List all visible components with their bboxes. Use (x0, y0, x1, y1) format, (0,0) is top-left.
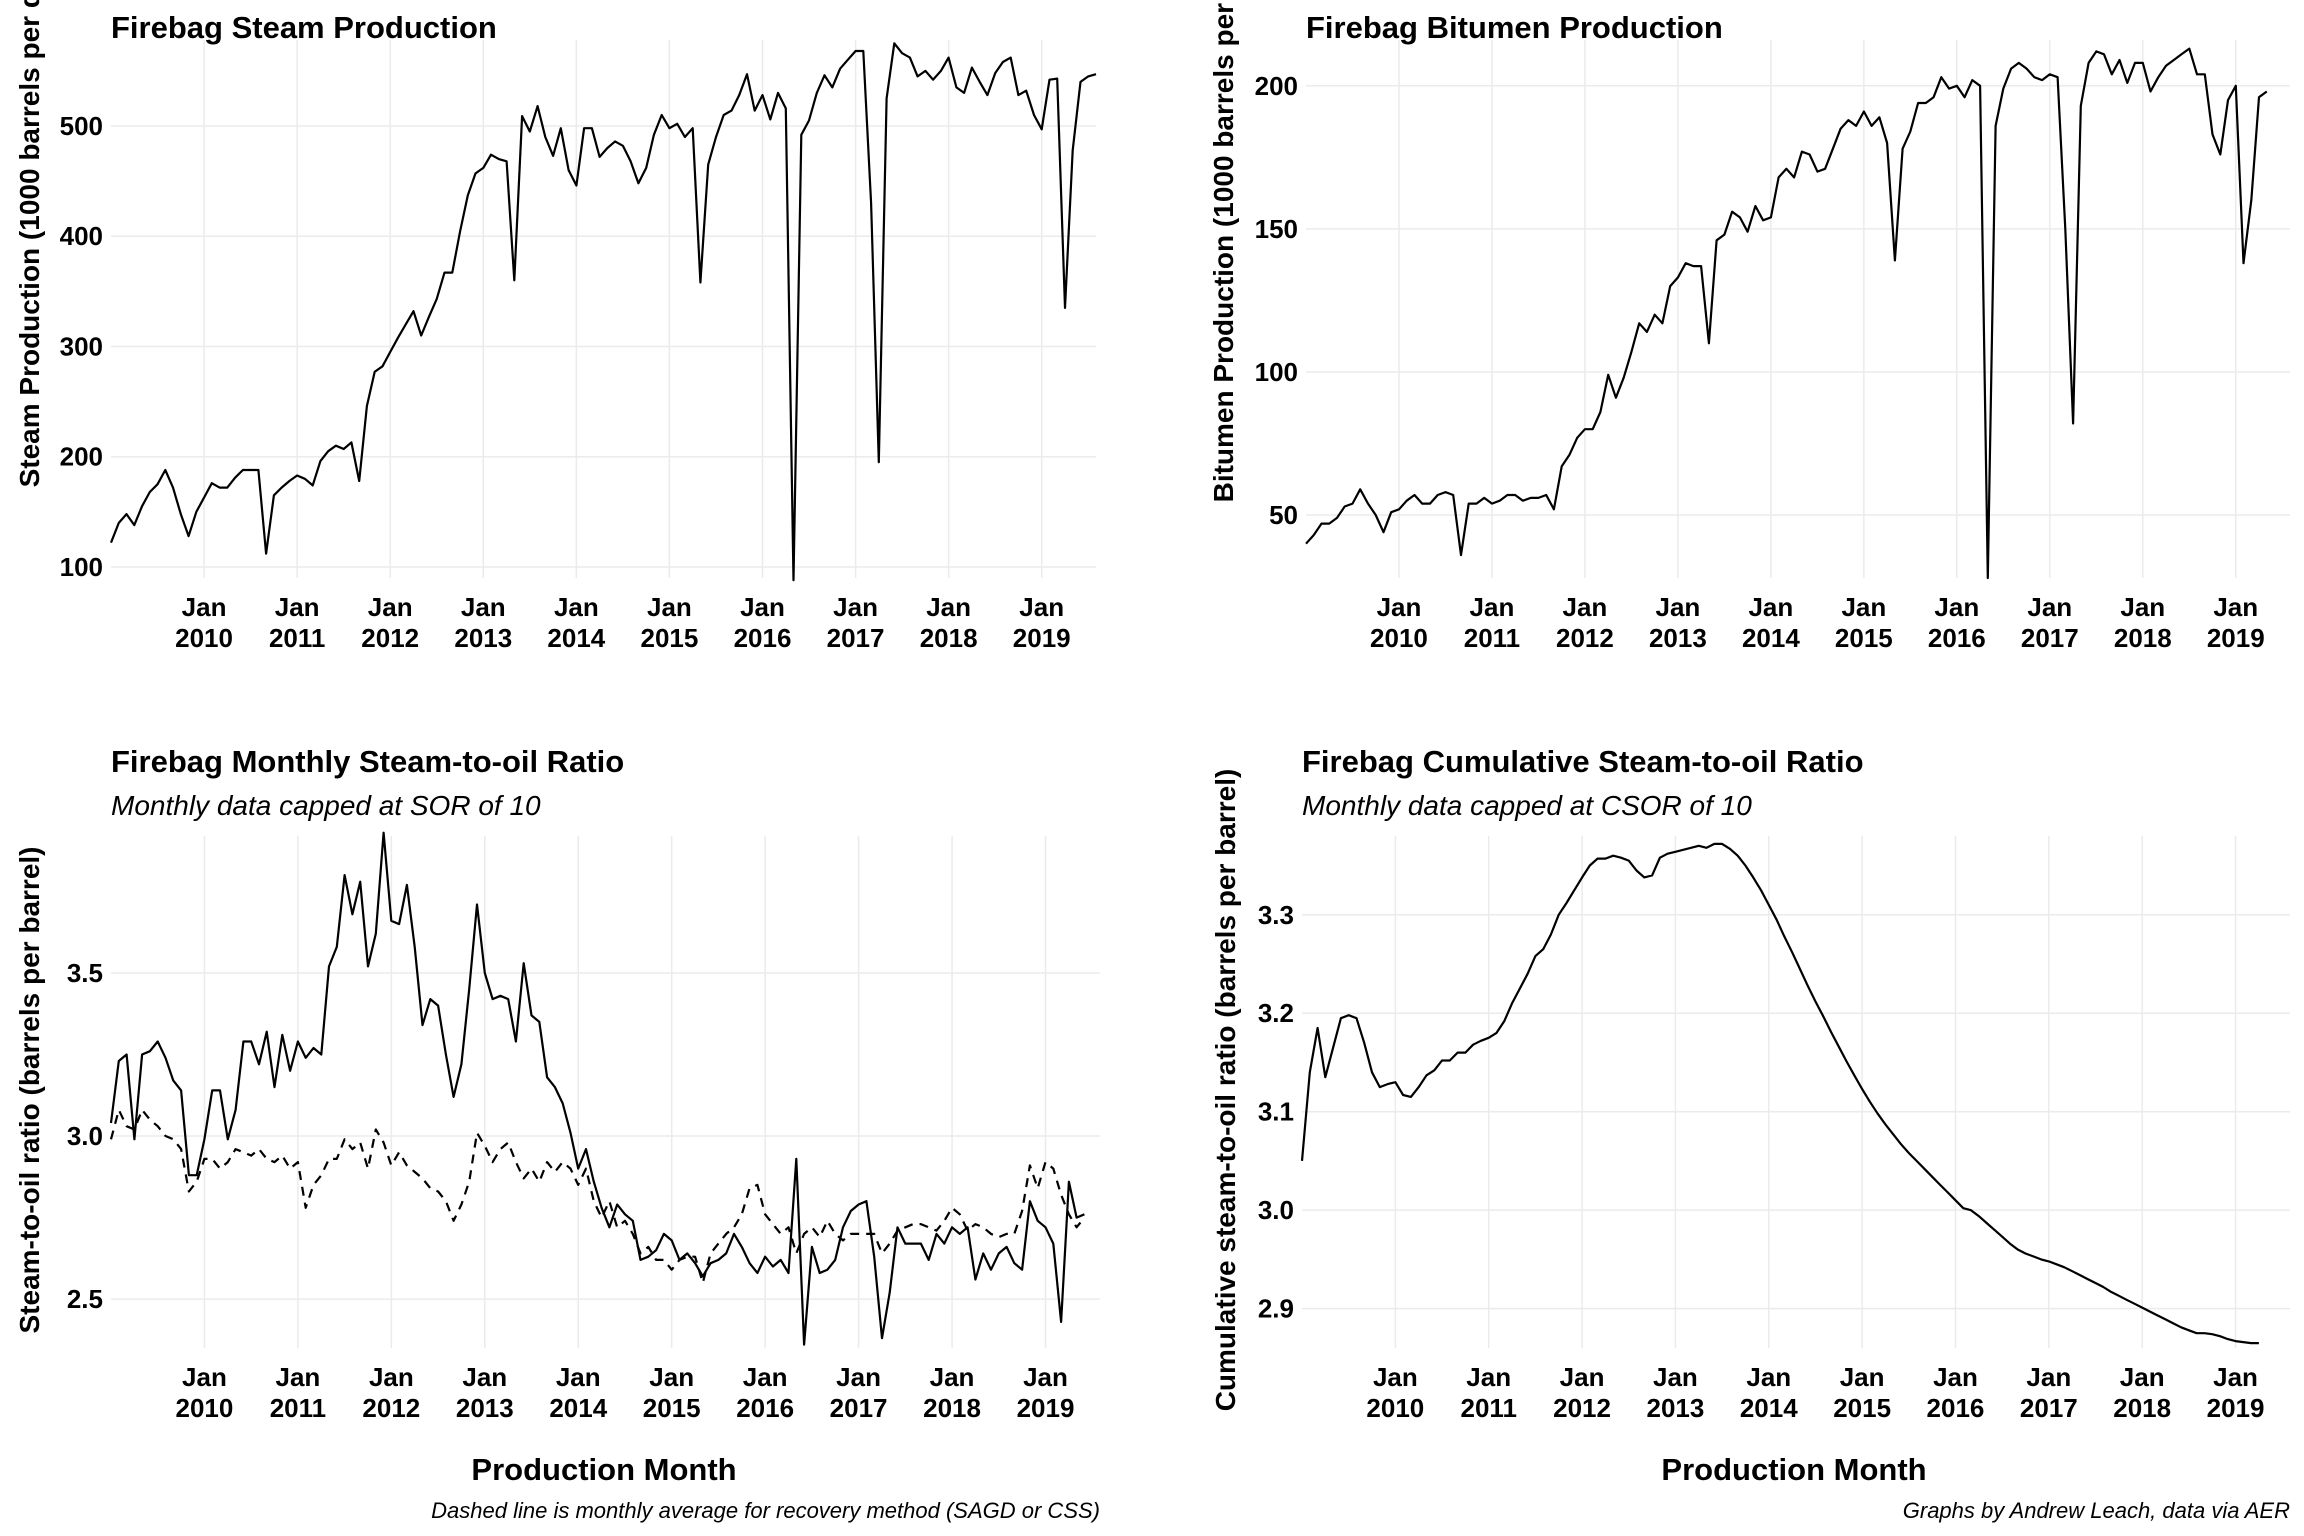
x-tick-label: Jan 2011 (1464, 592, 1520, 653)
x-tick-label: Jan 2016 (734, 592, 792, 653)
x-tick-label: Jan 2013 (1646, 1362, 1704, 1423)
y-tick-label: 3.2 (1258, 998, 1294, 1028)
x-tick-label: Jan 2014 (1742, 592, 1800, 653)
y-tick-label: 100 (1255, 357, 1298, 387)
x-tick-label: Jan 2016 (1927, 1362, 1985, 1423)
caption-credit: Graphs by Andrew Leach, data via AER (1902, 1498, 2290, 1523)
x-tick-label: Jan 2015 (641, 592, 699, 653)
x-tick-label: Jan 2010 (1366, 1362, 1424, 1423)
y-tick-label: 500 (60, 111, 103, 141)
x-tick-label: Jan 2018 (2113, 1362, 2171, 1423)
x-tick-label: Jan 2010 (176, 1362, 234, 1423)
y-tick-label: 200 (60, 442, 103, 472)
chart-title: Firebag Cumulative Steam-to-oil Ratio (1302, 744, 1864, 779)
x-tick-label: Jan 2018 (920, 592, 978, 653)
y-tick-label: 400 (60, 221, 103, 251)
x-axis-label: Production Month (1661, 1452, 1927, 1487)
x-tick-label: Jan 2015 (1835, 592, 1893, 653)
cumulative-sor-chart: Jan 2010 Jan 2011 Jan 2012 Jan 2013 Jan 2014 Jan 20… (1258, 836, 2290, 1423)
chart-title: Firebag Bitumen Production (1306, 10, 1723, 45)
x-tick-label: Jan 2017 (830, 1362, 888, 1423)
x-tick-label: Jan 2019 (2207, 1362, 2265, 1423)
series-line-solid (109, 42, 1097, 582)
y-tick-label: 200 (1255, 71, 1298, 101)
x-tick-label: Jan 2014 (1740, 1362, 1798, 1423)
y-tick-label: 3.1 (1258, 1097, 1294, 1127)
x-axis-label: Production Month (471, 1452, 737, 1487)
x-tick-label: Jan 2016 (1928, 592, 1986, 653)
x-tick-label: Jan 2018 (2114, 592, 2172, 653)
steam-production-chart: Jan 2010 Jan 2011 Jan 2012 Jan 2013 Jan 2014 Jan 20… (60, 40, 1097, 653)
x-tick-label: Jan 2012 (1556, 592, 1614, 653)
series-line-dashed (109, 1108, 1086, 1284)
y-tick-label: 150 (1255, 214, 1298, 244)
x-tick-label: Jan 2017 (827, 592, 885, 653)
y-tick-label: 3.0 (1258, 1195, 1294, 1225)
x-tick-label: Jan 2017 (2021, 592, 2079, 653)
caption-recovery-method: Dashed line is monthly average for recov… (431, 1498, 1100, 1523)
x-tick-label: Jan 2019 (2207, 592, 2265, 653)
x-tick-label: Jan 2013 (456, 1362, 514, 1423)
x-tick-label: Jan 2011 (269, 592, 325, 653)
x-tick-label: Jan 2012 (1553, 1362, 1611, 1423)
y-tick-label: 100 (60, 552, 103, 582)
chart-title: Firebag Monthly Steam-to-oil Ratio (111, 744, 625, 779)
monthly-sor-chart: Jan 2010 Jan 2011 Jan 2012 Jan 2013 Jan 2014 Jan 20… (67, 831, 1100, 1423)
y-tick-label: 2.5 (67, 1284, 103, 1314)
x-tick-label: Jan 2012 (361, 592, 419, 653)
series-line-solid (1300, 842, 2259, 1345)
y-tick-label: 3.3 (1258, 900, 1294, 930)
x-tick-label: Jan 2014 (547, 592, 605, 653)
x-tick-label: Jan 2015 (1833, 1362, 1891, 1423)
x-tick-label: Jan 2010 (175, 592, 233, 653)
series-line-solid (109, 831, 1085, 1346)
x-tick-label: Jan 2017 (2020, 1362, 2078, 1423)
y-tick-label: 3.5 (67, 958, 103, 988)
x-tick-label: Jan 2010 (1370, 592, 1428, 653)
bitumen-production-chart: Jan 2010 Jan 2011 Jan 2012 Jan 2013 Jan 2014 Jan 20… (1255, 40, 2290, 653)
y-tick-label: 50 (1269, 500, 1298, 530)
y-tick-label: 300 (60, 331, 103, 361)
x-tick-label: Jan 2013 (1649, 592, 1707, 653)
x-tick-label: Jan 2019 (1013, 592, 1071, 653)
series-line-solid (1305, 47, 2268, 580)
x-tick-label: Jan 2012 (362, 1362, 420, 1423)
x-tick-label: Jan 2018 (923, 1362, 981, 1423)
x-tick-label: Jan 2019 (1017, 1362, 1075, 1423)
x-tick-label: Jan 2011 (1461, 1362, 1517, 1423)
x-tick-label: Jan 2013 (454, 592, 512, 653)
x-tick-label: Jan 2014 (549, 1362, 607, 1423)
chart-subtitle: Monthly data capped at SOR of 10 (111, 790, 541, 821)
x-tick-label: Jan 2015 (643, 1362, 701, 1423)
x-tick-label: Jan 2016 (736, 1362, 794, 1423)
x-tick-label: Jan 2011 (270, 1362, 326, 1423)
y-tick-label: 2.9 (1258, 1294, 1294, 1324)
chart-subtitle: Monthly data capped at CSOR of 10 (1302, 790, 1752, 821)
y-tick-label: 3.0 (67, 1121, 103, 1151)
chart-title: Firebag Steam Production (111, 10, 497, 45)
